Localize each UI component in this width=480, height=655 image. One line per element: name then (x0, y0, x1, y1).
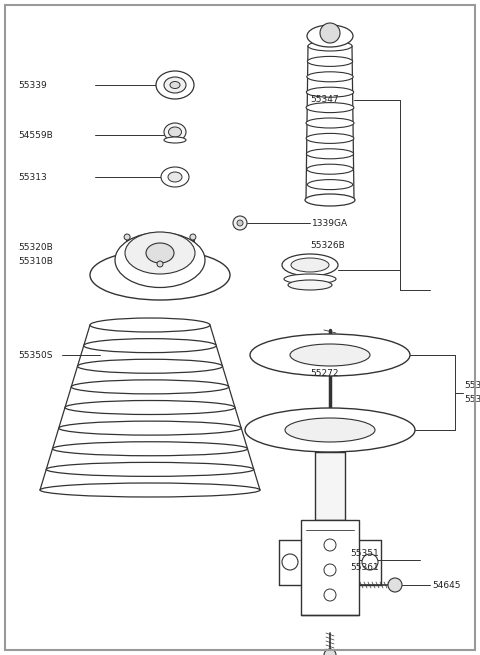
Ellipse shape (306, 118, 354, 128)
Bar (301, 520, 359, 615)
Circle shape (324, 589, 336, 601)
Ellipse shape (71, 380, 229, 394)
Text: 55360: 55360 (464, 395, 480, 404)
Circle shape (233, 216, 247, 230)
Ellipse shape (306, 134, 354, 143)
Ellipse shape (305, 194, 355, 206)
Ellipse shape (146, 243, 174, 263)
Ellipse shape (307, 72, 353, 82)
Circle shape (324, 564, 336, 576)
Ellipse shape (59, 421, 241, 435)
Ellipse shape (250, 334, 410, 376)
Text: 55350: 55350 (464, 381, 480, 390)
Ellipse shape (84, 339, 216, 352)
Text: 55326B: 55326B (310, 240, 345, 250)
Ellipse shape (307, 164, 353, 174)
Text: 55310B: 55310B (18, 257, 53, 267)
Ellipse shape (290, 344, 370, 366)
Text: 55339: 55339 (18, 81, 47, 90)
Circle shape (362, 554, 378, 570)
Circle shape (157, 261, 163, 267)
Ellipse shape (282, 254, 338, 276)
Ellipse shape (164, 137, 186, 143)
Ellipse shape (77, 359, 223, 373)
Text: 55350S: 55350S (18, 350, 52, 360)
Ellipse shape (306, 149, 354, 159)
Text: 54645: 54645 (432, 580, 460, 590)
Text: 54559B: 54559B (18, 130, 53, 140)
Ellipse shape (291, 258, 329, 272)
Ellipse shape (168, 127, 181, 137)
Ellipse shape (90, 318, 210, 332)
Ellipse shape (288, 280, 332, 290)
Ellipse shape (125, 232, 195, 274)
Circle shape (190, 234, 196, 240)
Text: 55361: 55361 (350, 563, 379, 572)
Circle shape (282, 554, 298, 570)
Text: 55347: 55347 (310, 96, 338, 105)
Text: 55313: 55313 (18, 172, 47, 181)
Ellipse shape (306, 103, 354, 113)
Ellipse shape (115, 233, 205, 288)
Circle shape (124, 234, 130, 240)
Circle shape (237, 220, 243, 226)
Ellipse shape (161, 167, 189, 187)
Bar (315, 452, 345, 520)
Text: 55351: 55351 (350, 548, 379, 557)
Ellipse shape (307, 25, 353, 47)
Ellipse shape (156, 71, 194, 99)
Circle shape (388, 578, 402, 592)
Ellipse shape (308, 195, 352, 205)
Ellipse shape (164, 77, 186, 93)
Ellipse shape (90, 250, 230, 300)
Text: 1339GA: 1339GA (312, 219, 348, 227)
Ellipse shape (168, 172, 182, 182)
Ellipse shape (40, 483, 260, 497)
Ellipse shape (245, 408, 415, 452)
Ellipse shape (284, 274, 336, 284)
Ellipse shape (307, 56, 353, 66)
Circle shape (324, 649, 336, 655)
Text: 55320B: 55320B (18, 244, 53, 252)
Ellipse shape (46, 462, 254, 476)
Ellipse shape (65, 400, 235, 415)
Ellipse shape (285, 418, 375, 442)
Ellipse shape (307, 179, 353, 189)
Ellipse shape (308, 41, 352, 51)
Ellipse shape (306, 87, 354, 97)
Circle shape (324, 539, 336, 551)
Text: 55272: 55272 (310, 369, 338, 377)
Ellipse shape (52, 441, 248, 456)
Circle shape (320, 23, 340, 43)
Ellipse shape (164, 123, 186, 141)
Ellipse shape (170, 81, 180, 88)
